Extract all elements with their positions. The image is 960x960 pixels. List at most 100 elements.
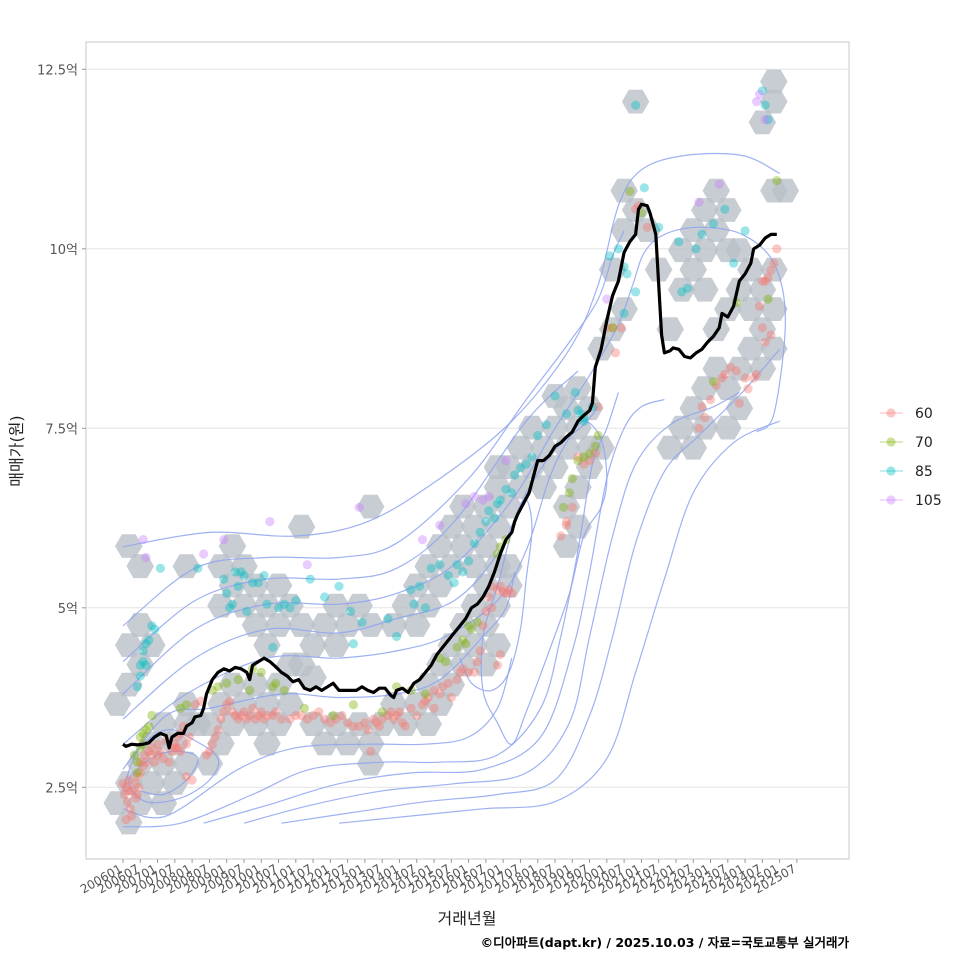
hexbin-cell: [714, 198, 742, 222]
data-point: [354, 502, 364, 512]
data-point: [495, 581, 505, 591]
hexbin-cell: [760, 297, 788, 321]
data-point: [435, 520, 445, 530]
data-point: [392, 710, 402, 721]
data-point: [259, 714, 269, 724]
hexbin-cell: [575, 455, 604, 479]
hexbin-cell: [725, 238, 754, 263]
data-point: [406, 703, 416, 713]
data-point: [561, 517, 572, 527]
data-point: [481, 606, 491, 617]
data-point: [181, 771, 191, 782]
data-point: [469, 667, 479, 678]
data-point: [256, 667, 266, 678]
data-point: [213, 682, 223, 692]
data-point: [573, 452, 583, 462]
data-point: [302, 714, 312, 724]
data-point: [125, 804, 135, 814]
data-point: [204, 746, 214, 757]
data-point: [423, 692, 433, 703]
legend-marker: [886, 437, 896, 447]
hexbin-cell: [138, 771, 166, 795]
data-point: [134, 782, 144, 792]
contour-line: [122, 226, 787, 695]
data-point: [521, 459, 531, 469]
data-point: [507, 488, 517, 498]
y-tick-label: 2.5억: [45, 781, 78, 796]
contour-line: [203, 399, 665, 824]
legend-label: 60: [915, 406, 933, 422]
data-point: [441, 657, 451, 667]
data-point: [132, 789, 142, 800]
hexbin-cell: [437, 672, 466, 697]
data-point: [498, 587, 508, 597]
hexbin-cell: [276, 692, 304, 716]
data-point: [199, 549, 209, 559]
data-point: [677, 287, 687, 297]
hexbin-cell: [264, 573, 293, 598]
data-point: [527, 452, 537, 462]
data-point: [420, 689, 430, 699]
legend-label: 70: [915, 435, 933, 451]
hexbin-cell: [310, 731, 339, 756]
data-point: [394, 707, 405, 717]
legend-item-70: 70: [880, 435, 933, 451]
data-point: [354, 721, 364, 731]
data-point: [158, 754, 168, 764]
hexbin-cell: [541, 384, 569, 408]
data-point: [475, 527, 485, 538]
data-point: [337, 710, 347, 721]
hexbin-cell: [207, 692, 235, 716]
hexbin-cell: [391, 712, 419, 736]
data-point: [383, 614, 393, 624]
data-point: [273, 603, 284, 613]
data-point: [608, 323, 618, 333]
data-point: [763, 294, 773, 304]
series-105: [138, 89, 770, 570]
data-point: [256, 707, 266, 717]
data-point: [729, 258, 739, 268]
hexbin-cell: [103, 692, 131, 716]
data-point: [225, 603, 235, 613]
data-point: [700, 412, 710, 423]
legend-label: 105: [915, 493, 942, 509]
data-point: [176, 746, 186, 757]
data-point: [567, 474, 577, 484]
data-point: [420, 696, 430, 706]
data-point: [176, 703, 186, 713]
legend-item-85: 85: [880, 464, 933, 480]
hexbin-cell: [472, 652, 500, 677]
hexbin-cell: [138, 731, 166, 756]
data-point: [420, 603, 430, 613]
data-point: [495, 649, 505, 660]
data-point: [227, 707, 237, 717]
data-point: [489, 513, 500, 523]
data-point: [268, 642, 278, 652]
data-point: [694, 423, 704, 433]
data-point: [279, 599, 289, 609]
data-point: [230, 710, 240, 721]
data-point: [492, 660, 502, 670]
hexbin-cell: [483, 514, 512, 539]
data-point: [153, 750, 163, 760]
data-point: [233, 581, 243, 591]
data-point: [763, 272, 773, 283]
data-point: [541, 420, 552, 430]
hexbin-cell: [241, 613, 270, 637]
data-point: [484, 592, 494, 602]
data-point: [207, 739, 217, 749]
hexbin-cell: [403, 613, 431, 637]
data-point: [760, 276, 770, 286]
data-point: [435, 560, 445, 570]
hexbin-cell: [679, 396, 707, 421]
data-point: [119, 789, 129, 800]
data-point: [222, 588, 232, 599]
legend-marker: [886, 495, 896, 505]
data-point: [147, 710, 157, 721]
data-point: [127, 786, 137, 796]
hexbin-cell: [115, 810, 143, 835]
data-point: [760, 337, 770, 347]
data-point: [763, 115, 773, 125]
hexbin-cell: [356, 494, 385, 519]
hexbin-cell: [161, 771, 189, 795]
